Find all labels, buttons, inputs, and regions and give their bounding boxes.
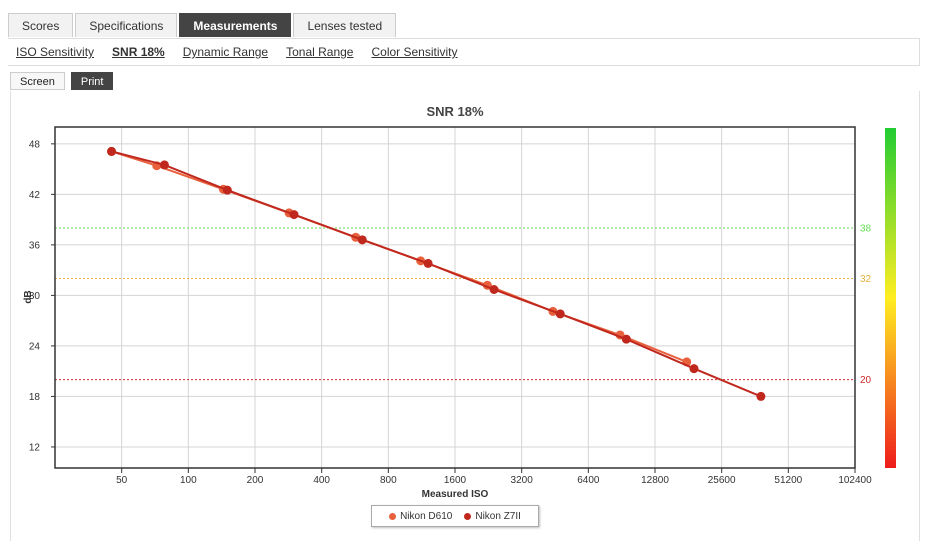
y-tick-label: 48 xyxy=(29,139,41,150)
x-tick-label: 800 xyxy=(380,475,397,486)
x-tick-label: 1600 xyxy=(444,475,467,486)
subnav-iso-sensitivity[interactable]: ISO Sensitivity xyxy=(16,45,95,59)
x-tick-label: 25600 xyxy=(708,475,736,486)
data-point xyxy=(621,334,631,344)
data-point xyxy=(689,364,699,374)
x-tick-label: 50 xyxy=(116,475,128,486)
quality-color-bar xyxy=(885,128,896,468)
y-tick-label: 12 xyxy=(29,442,41,453)
x-tick-label: 6400 xyxy=(577,475,600,486)
y-tick-label: 24 xyxy=(29,341,41,352)
data-point xyxy=(289,210,299,220)
x-tick-label: 400 xyxy=(313,475,330,486)
x-tick-label: 102400 xyxy=(838,475,872,486)
legend-label: Nikon D610 xyxy=(400,510,453,522)
chart-container xyxy=(10,91,920,541)
display-mode-toggle: Screen Print xyxy=(10,72,114,90)
legend-marker-icon xyxy=(464,512,472,520)
data-point xyxy=(489,285,499,295)
data-point xyxy=(357,235,367,245)
tab-measurements[interactable]: Measurements xyxy=(179,13,292,37)
legend-item-nikon-z7ii[interactable]: Nikon Z7II xyxy=(464,511,521,522)
x-tick-label: 51200 xyxy=(774,475,802,486)
legend-label: Nikon Z7II xyxy=(475,510,521,522)
subnav-color-sensitivity[interactable]: Color Sensitivity xyxy=(371,45,458,59)
data-point xyxy=(756,391,766,401)
subnav-tonal-range[interactable]: Tonal Range xyxy=(286,45,354,59)
main-tabs: Scores Specifications Measurements Lense… xyxy=(8,13,397,37)
reference-label: 38 xyxy=(860,224,872,235)
x-tick-label: 3200 xyxy=(511,475,534,486)
tab-specifications[interactable]: Specifications xyxy=(75,13,178,37)
chart-legend: Nikon D610 Nikon Z7II xyxy=(371,505,539,527)
chart-title: SNR 18% xyxy=(426,104,484,119)
y-tick-label: 18 xyxy=(29,392,41,403)
y-axis-label: dB xyxy=(23,290,34,303)
tab-lenses-tested[interactable]: Lenses tested xyxy=(293,13,397,37)
legend-marker-icon xyxy=(389,512,397,520)
data-point xyxy=(107,146,117,156)
subnav-dynamic-range[interactable]: Dynamic Range xyxy=(182,45,269,59)
y-tick-label: 42 xyxy=(29,190,41,201)
data-point xyxy=(423,258,433,268)
series-line xyxy=(111,150,762,398)
print-mode-button[interactable]: Print xyxy=(70,72,114,90)
x-tick-label: 12800 xyxy=(641,475,669,486)
y-tick-label: 36 xyxy=(29,240,41,251)
data-point xyxy=(159,160,169,170)
measurements-subnav: ISO Sensitivity SNR 18% Dynamic Range To… xyxy=(8,38,920,66)
screen-mode-button[interactable]: Screen xyxy=(10,72,65,90)
data-point xyxy=(555,309,565,319)
legend-item-nikon-d610[interactable]: Nikon D610 xyxy=(389,511,452,522)
x-tick-label: 200 xyxy=(247,475,264,486)
data-point xyxy=(222,185,232,195)
reference-label: 32 xyxy=(860,274,872,285)
x-axis-label: Measured ISO xyxy=(422,489,489,500)
subnav-snr-18[interactable]: SNR 18% xyxy=(112,45,165,59)
tab-scores[interactable]: Scores xyxy=(8,13,74,37)
x-tick-label: 100 xyxy=(180,475,197,486)
y-tick-label: 30 xyxy=(29,291,41,302)
reference-label: 20 xyxy=(860,375,872,386)
